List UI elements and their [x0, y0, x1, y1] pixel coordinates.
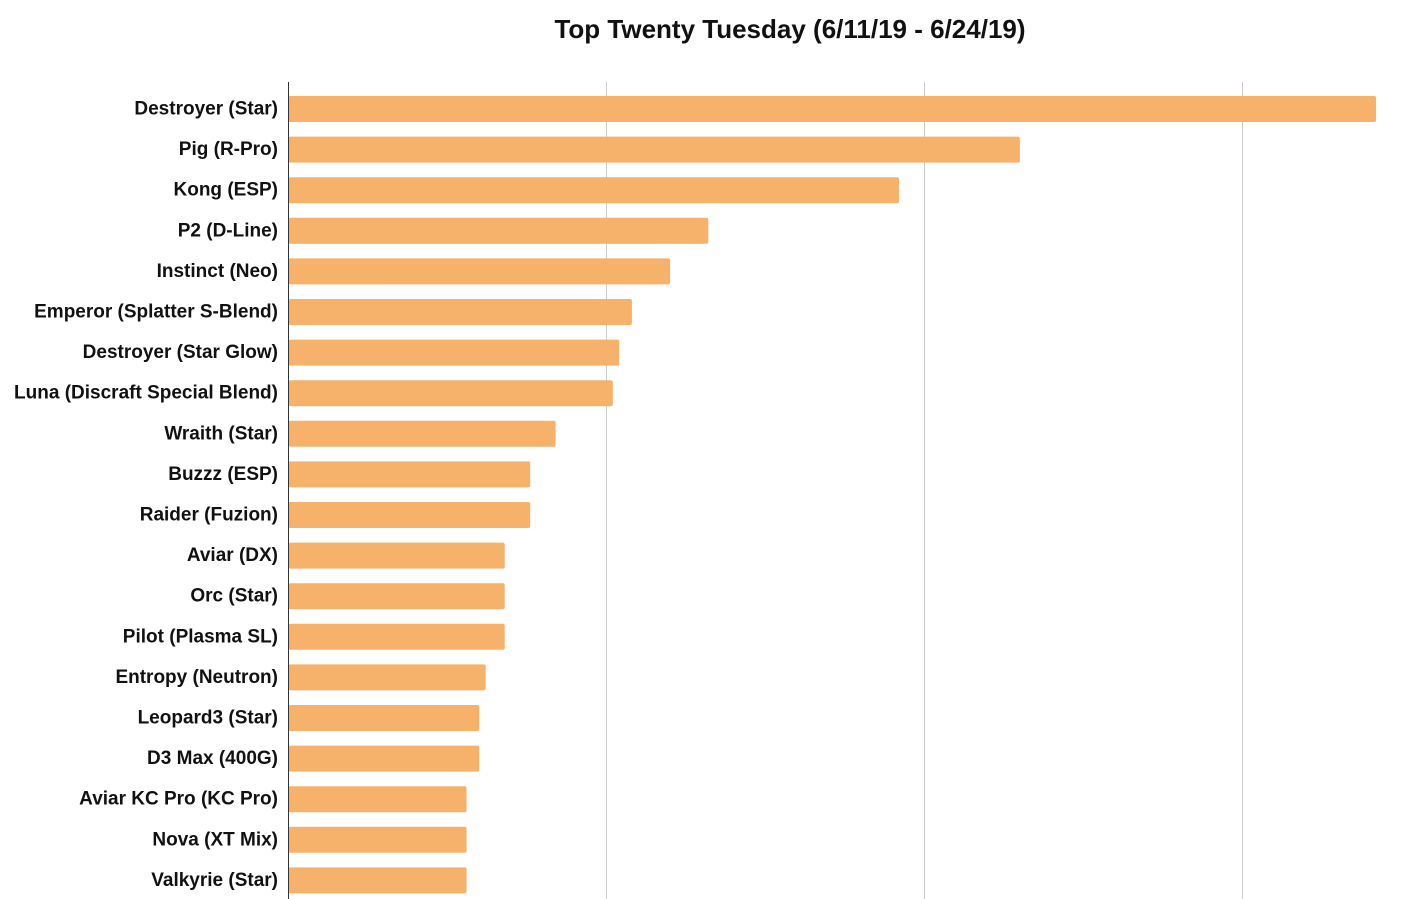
bar-18 — [288, 826, 467, 853]
bar-14 — [288, 664, 486, 691]
category-label: Emperor (Splatter S-Blend) — [34, 302, 278, 323]
category-label: Nova (XT Mix) — [152, 829, 278, 850]
chart-title: Top Twenty Tuesday (6/11/19 - 6/24/19) — [554, 14, 1026, 44]
bar-6 — [288, 339, 620, 366]
category-label: Entropy (Neutron) — [115, 667, 278, 688]
bar-5 — [288, 299, 632, 325]
category-label: Aviar KC Pro (KC Pro) — [79, 789, 278, 810]
category-label: Kong (ESP) — [174, 180, 279, 201]
bar-3 — [288, 217, 709, 244]
category-label: Leopard3 (Star) — [138, 708, 278, 729]
category-label: Buzzz (ESP) — [168, 464, 278, 485]
category-labels: Destroyer (Star) Pig (R-Pro) Kong (ESP) P2 … — [14, 99, 278, 891]
bar-11 — [288, 542, 505, 569]
bar-0 — [288, 96, 1377, 122]
bar-1 — [288, 136, 1020, 163]
gridlines — [606, 82, 1243, 899]
category-label: Aviar (DX) — [187, 545, 278, 566]
bar-19 — [288, 867, 467, 894]
bar-8 — [288, 420, 556, 447]
category-label: Wraith (Star) — [164, 423, 278, 444]
category-label: Orc (Star) — [190, 586, 278, 607]
bar-16 — [288, 745, 480, 772]
bar-13 — [288, 623, 505, 650]
category-label: Pilot (Plasma SL) — [123, 626, 278, 647]
bar-7 — [288, 380, 613, 407]
category-label: Valkyrie (Star) — [151, 870, 278, 891]
bar-17 — [288, 786, 467, 813]
category-label: Destroyer (Star) — [134, 99, 278, 120]
category-label: Instinct (Neo) — [157, 261, 278, 282]
category-label: Raider (Fuzion) — [140, 505, 278, 526]
category-label: P2 (D-Line) — [178, 220, 278, 241]
category-label: D3 Max (400G) — [147, 748, 278, 769]
category-label: Destroyer (Star Glow) — [83, 342, 278, 363]
bar-15 — [288, 705, 480, 731]
bar-9 — [288, 461, 531, 488]
bar-2 — [288, 177, 900, 204]
category-label: Pig (R-Pro) — [179, 139, 278, 160]
bar-10 — [288, 502, 531, 528]
bar-12 — [288, 583, 505, 610]
bar-4 — [288, 258, 671, 285]
category-label: Luna (Discraft Special Blend) — [14, 383, 278, 404]
bars — [288, 96, 1377, 894]
